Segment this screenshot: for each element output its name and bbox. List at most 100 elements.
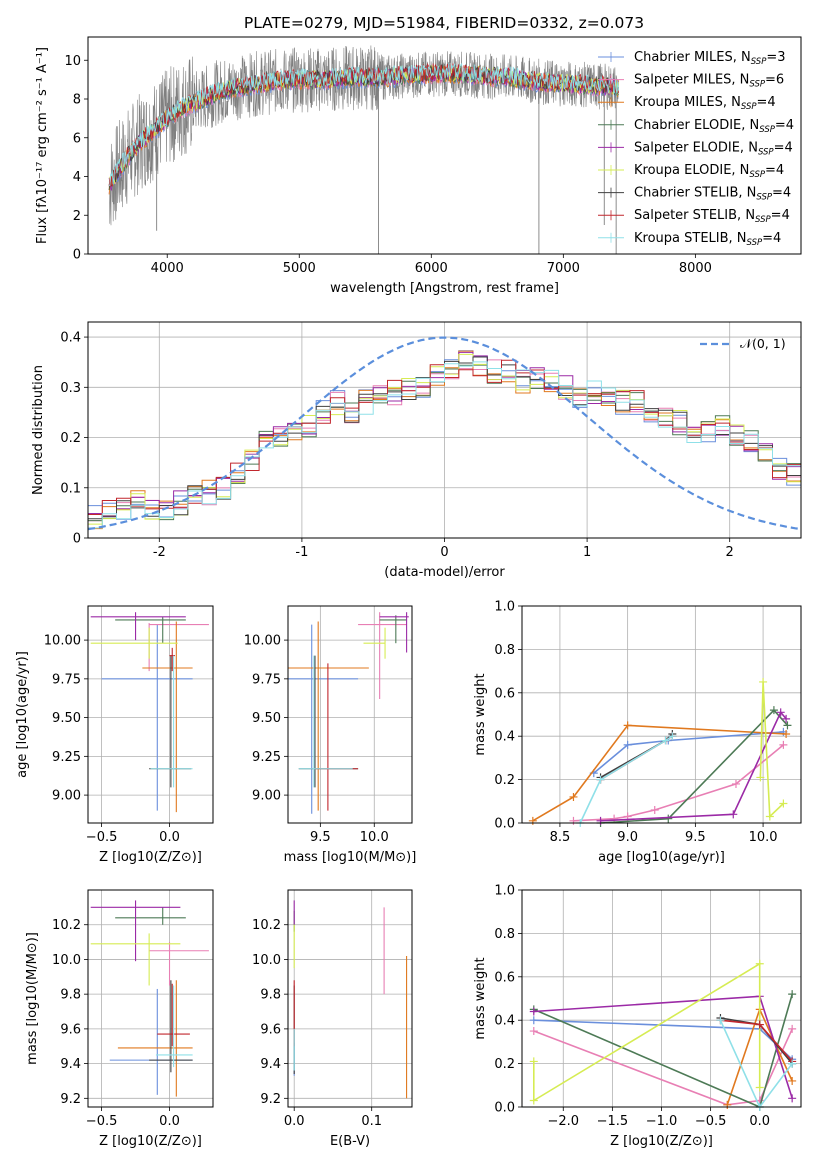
- legend-label-text: Salpeter ELODIE, N: [634, 140, 758, 155]
- legend-label-subscript: SSP: [758, 147, 774, 157]
- axes-frame: [287, 889, 413, 1108]
- x-tick-label: 0.0: [284, 1114, 305, 1129]
- legend-label: Salpeter STELIB, NSSP=4: [634, 208, 790, 225]
- series-line: [759, 681, 784, 819]
- mass-vs-ebv-panel: 0.0 0.1 9.2 9.4 9.6 9.8 10.0 10.2 E(B-V): [252, 889, 413, 1149]
- y-tick-label: 10.0: [252, 953, 281, 968]
- legend-label-text: Kroupa MILES, N: [634, 95, 741, 110]
- y-tick-label: 9.50: [52, 711, 81, 726]
- series-point-marker: [529, 1007, 538, 1016]
- weight-vs-age-panel: 8.5 9.0 9.5 10.0 0.0 0.2 0.4 0.6 0.8 1.0 age [log1…: [473, 600, 802, 865]
- legend-label-value: =4: [765, 163, 784, 178]
- y-tick-label: 9.25: [52, 750, 81, 765]
- x-tick-label: 10.0: [749, 830, 778, 845]
- y-tick-label: 9.2: [60, 1092, 81, 1107]
- legend-label-subscript: SSP: [749, 80, 765, 90]
- x-tick-label: 8.5: [550, 830, 571, 845]
- series-point-marker: [755, 1083, 764, 1092]
- x-tick-label: -2: [153, 545, 166, 560]
- series-point-marker: [769, 706, 778, 715]
- legend-label: Chabrier ELODIE, NSSP=4: [634, 118, 794, 135]
- y-tick-label: 0: [73, 532, 81, 547]
- y-tick-label: 0.4: [60, 331, 81, 346]
- series-point-marker: [779, 799, 788, 808]
- series-point-marker: [596, 816, 605, 825]
- x-tick-label: 0.0: [749, 1114, 770, 1129]
- series-line: [573, 744, 784, 822]
- legend-label-text: Salpeter MILES, N: [634, 73, 749, 88]
- x-tick-label: 0.0: [159, 1114, 180, 1129]
- series-point-marker: [779, 740, 788, 749]
- y-tick-label: 0: [73, 248, 81, 263]
- y-tick-label: 10.0: [52, 953, 81, 968]
- series-point-marker: [529, 1027, 538, 1036]
- x-tick-label: 8000: [679, 261, 712, 276]
- x-tick-label: −1.5: [597, 1114, 629, 1129]
- y-axis-label: Flux [fλ10⁻¹⁷ erg cm⁻² s⁻¹ A⁻¹]: [35, 47, 50, 244]
- y-tick-label: 6: [73, 131, 81, 146]
- series-point-marker: [596, 775, 605, 784]
- series-point-marker: [756, 773, 765, 782]
- x-axis-label: Z [log10(Z/Z⊙)]: [99, 850, 202, 865]
- series-line: [720, 1019, 793, 1062]
- x-axis-label: mass [log10(M/M⊙)]: [284, 850, 417, 865]
- axes-frame: [87, 321, 802, 539]
- x-axis-label: (data-model)/error: [384, 565, 505, 580]
- legend-label-value: =4: [774, 140, 793, 155]
- x-axis-label: Z [log10(Z/Z⊙)]: [99, 1134, 202, 1149]
- normal-distribution-curve: [87, 336, 799, 531]
- axes-frame: [87, 605, 214, 824]
- series-point-marker: [623, 721, 632, 730]
- y-tick-label: 0.1: [60, 481, 81, 496]
- y-tick-label: 9.75: [252, 672, 281, 687]
- y-axis-label: mass [log10(M/M⊙)]: [25, 932, 40, 1065]
- series-point-marker: [788, 990, 797, 999]
- legend-label-text: Chabrier ELODIE, N: [634, 118, 759, 133]
- legend-label-value: =4: [772, 186, 791, 201]
- y-tick-label: 9.8: [260, 988, 281, 1003]
- residual-histogram-panel: -2 -1 0 1 2 0 0.1 0.2 0.3 0.4 (data-model)/error No…: [31, 321, 802, 580]
- y-tick-label: 9.00: [252, 789, 281, 804]
- x-tick-label: 5000: [283, 261, 316, 276]
- x-tick-label: 0.0: [159, 830, 180, 845]
- legend-label-subscript: SSP: [755, 215, 771, 225]
- y-tick-label: 0.4: [494, 1014, 515, 1029]
- series-point-marker: [729, 810, 738, 819]
- axes-frame: [521, 889, 802, 1108]
- legend-label: Kroupa MILES, NSSP=4: [634, 95, 776, 112]
- y-tick-label: 2: [73, 209, 81, 224]
- x-axis-label: age [log10(age/yr)]: [598, 850, 725, 865]
- legend-label-subscript: SSP: [759, 125, 775, 135]
- series-point-marker: [529, 1057, 538, 1066]
- y-tick-label: 0.6: [494, 970, 515, 985]
- y-tick-label: 9.25: [252, 750, 281, 765]
- x-tick-label: −0.5: [86, 830, 118, 845]
- x-tick-label: 1: [583, 545, 591, 560]
- legend-label: Salpeter MILES, NSSP=6: [634, 73, 784, 90]
- series-line: [579, 735, 673, 823]
- axes-frame: [287, 605, 413, 824]
- y-tick-label: 9.75: [52, 672, 81, 687]
- y-axis-label: Normed distribution: [31, 365, 46, 495]
- x-tick-label: -1: [295, 545, 308, 560]
- y-tick-label: 9.00: [52, 789, 81, 804]
- y-tick-label: 9.4: [60, 1057, 81, 1072]
- x-tick-label: −1.0: [646, 1114, 678, 1129]
- x-tick-label: 9.0: [617, 830, 638, 845]
- histogram-step-line: [88, 353, 801, 525]
- series-point-marker: [610, 814, 619, 823]
- legend-label-subscript: SSP: [756, 193, 772, 203]
- x-tick-label: −0.5: [86, 1114, 118, 1129]
- series-point-marker: [788, 1059, 797, 1068]
- y-tick-label: 0.2: [494, 773, 515, 788]
- x-axis-label: wavelength [Angstrom, rest frame]: [330, 281, 559, 296]
- x-tick-label: 0.1: [361, 1114, 382, 1129]
- series-point-marker: [664, 814, 673, 823]
- x-tick-label: −2.0: [547, 1114, 579, 1129]
- series-point-marker: [569, 792, 578, 801]
- legend-label-text: Salpeter STELIB, N: [634, 208, 755, 223]
- legend-label-text: Kroupa STELIB, N: [634, 231, 747, 246]
- series-point-marker: [650, 805, 659, 814]
- histogram-step-line: [88, 361, 801, 529]
- series-point-marker: [731, 779, 740, 788]
